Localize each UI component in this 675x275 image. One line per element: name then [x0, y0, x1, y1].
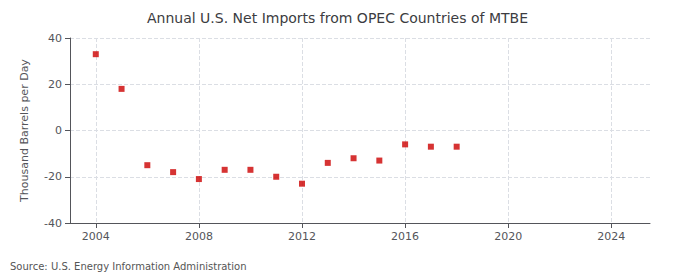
svg-text:-20: -20 — [44, 170, 62, 183]
svg-text:2016: 2016 — [391, 230, 419, 243]
svg-text:Thousand Barrels per Day: Thousand Barrels per Day — [18, 59, 31, 203]
svg-text:2008: 2008 — [185, 230, 213, 243]
svg-text:40: 40 — [48, 32, 62, 45]
svg-text:0: 0 — [55, 124, 62, 137]
svg-text:-40: -40 — [44, 217, 62, 230]
svg-text:Annual U.S. Net Imports from O: Annual U.S. Net Imports from OPEC Countr… — [147, 10, 528, 26]
svg-text:2024: 2024 — [597, 230, 625, 243]
svg-text:2020: 2020 — [494, 230, 522, 243]
svg-text:20: 20 — [48, 78, 62, 91]
svg-text:2012: 2012 — [288, 230, 316, 243]
svg-text:2004: 2004 — [82, 230, 110, 243]
svg-text:Source: U.S. Energy Informatio: Source: U.S. Energy Information Administ… — [10, 261, 247, 272]
